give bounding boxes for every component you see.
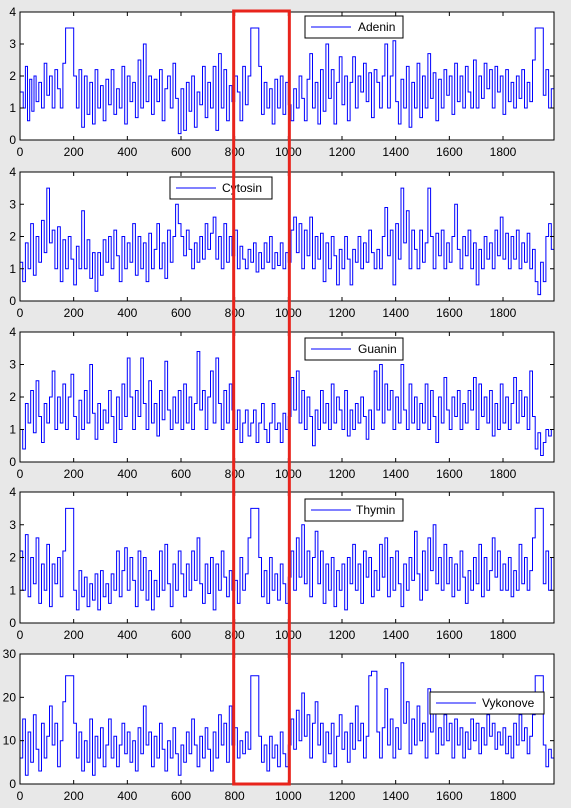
y-tick-label: 0 [9, 133, 16, 147]
legend-label: Vykonove [482, 696, 535, 710]
x-tick-label: 600 [171, 789, 191, 803]
x-tick-label: 400 [117, 789, 137, 803]
y-tick-label: 1 [9, 262, 16, 276]
x-tick-label: 400 [117, 628, 137, 642]
y-tick-label: 4 [9, 485, 16, 499]
legend-box [304, 337, 404, 361]
x-tick-label: 1600 [436, 306, 463, 320]
x-tick-label: 0 [17, 789, 24, 803]
legend: Vykonove [429, 691, 545, 715]
y-tick-label: 2 [9, 69, 16, 83]
x-tick-label: 1200 [329, 145, 356, 159]
y-tick-label: 0 [9, 455, 16, 469]
x-tick-label: 400 [117, 467, 137, 481]
panel-1-adenin: 0 200 400 600 800 1000 1200 1400 1600 180001234Ad… [9, 5, 555, 159]
x-tick-label: 0 [17, 145, 24, 159]
x-tick-label: 200 [64, 467, 84, 481]
legend-label: Guanin [358, 342, 397, 356]
y-tick-label: 2 [9, 230, 16, 244]
legend-box [429, 691, 545, 715]
x-tick-label: 600 [171, 628, 191, 642]
y-tick-label: 4 [9, 165, 16, 179]
y-tick-label: 2 [9, 551, 16, 565]
y-tick-label: 30 [3, 647, 17, 661]
legend-box [304, 498, 404, 522]
x-tick-label: 200 [64, 628, 84, 642]
plot-area [20, 172, 554, 301]
legend: Cytosin [169, 176, 273, 200]
y-tick-label: 10 [3, 734, 17, 748]
y-tick-label: 20 [3, 690, 17, 704]
x-tick-label: 1800 [490, 306, 517, 320]
x-tick-label: 1400 [382, 467, 409, 481]
legend-label: Thymin [356, 503, 395, 517]
series-line-cytosin [20, 187, 554, 296]
y-tick-label: 1 [9, 583, 16, 597]
y-tick-label: 0 [9, 777, 16, 791]
x-tick-label: 0 [17, 467, 24, 481]
panel-5-vykonove: 0 200 400 600 800 1000 1200 1400 1600 1800 0 10 20 30… [3, 647, 555, 803]
legend: Adenin [304, 15, 404, 39]
x-tick-label: 600 [171, 467, 191, 481]
highlight-rectangle [232, 9, 291, 786]
x-tick-label: 1200 [329, 306, 356, 320]
legend: Guanin [304, 337, 404, 361]
legend-label: Cytosin [222, 181, 262, 195]
x-tick-label: 1400 [382, 628, 409, 642]
x-tick-label: 0 [17, 628, 24, 642]
x-tick-label: 1200 [329, 628, 356, 642]
legend-label: Adenin [358, 20, 395, 34]
x-tick-label: 200 [64, 145, 84, 159]
y-tick-label: 4 [9, 325, 16, 339]
x-tick-label: 1800 [490, 467, 517, 481]
panel-2-cytosin: 0 200 400 600 800 1000 1200 1400 1600 180001234Cy… [9, 165, 555, 320]
x-tick-label: 600 [171, 306, 191, 320]
x-tick-label: 1200 [329, 789, 356, 803]
x-tick-label: 1400 [382, 306, 409, 320]
y-tick-label: 3 [9, 197, 16, 211]
x-tick-label: 400 [117, 306, 137, 320]
x-tick-label: 400 [117, 145, 137, 159]
y-tick-label: 0 [9, 616, 16, 630]
x-tick-label: 1600 [436, 789, 463, 803]
x-tick-label: 1000 [275, 789, 302, 803]
panel-4-thymin: 0 200 400 600 800 1000 1200 1400 1600 180001234Th… [9, 485, 555, 642]
y-tick-label: 3 [9, 518, 16, 532]
x-tick-label: 0 [17, 306, 24, 320]
x-tick-label: 600 [171, 145, 191, 159]
y-tick-label: 2 [9, 390, 16, 404]
panel-3-guanin: 0 200 400 600 800 1000 1200 1400 1600 180001234Gu… [9, 325, 555, 481]
x-tick-label: 200 [64, 306, 84, 320]
legend-box [169, 176, 273, 200]
x-tick-label: 1800 [490, 628, 517, 642]
x-tick-label: 1800 [490, 145, 517, 159]
x-tick-label: 800 [225, 789, 245, 803]
x-tick-label: 1600 [436, 628, 463, 642]
y-tick-label: 3 [9, 37, 16, 51]
x-tick-label: 1600 [436, 145, 463, 159]
legend-box [304, 15, 404, 39]
legend: Thymin [304, 498, 404, 522]
series-line-guanin [20, 351, 554, 456]
y-tick-label: 1 [9, 101, 16, 115]
y-tick-label: 0 [9, 294, 16, 308]
x-tick-label: 1600 [436, 467, 463, 481]
y-tick-label: 1 [9, 423, 16, 437]
y-tick-label: 3 [9, 358, 16, 372]
series-line-adenin [20, 27, 554, 135]
x-tick-label: 1800 [490, 789, 517, 803]
x-tick-label: 1400 [382, 789, 409, 803]
y-tick-label: 4 [9, 5, 16, 19]
x-tick-label: 1400 [382, 145, 409, 159]
x-tick-label: 200 [64, 789, 84, 803]
x-tick-label: 1200 [329, 467, 356, 481]
